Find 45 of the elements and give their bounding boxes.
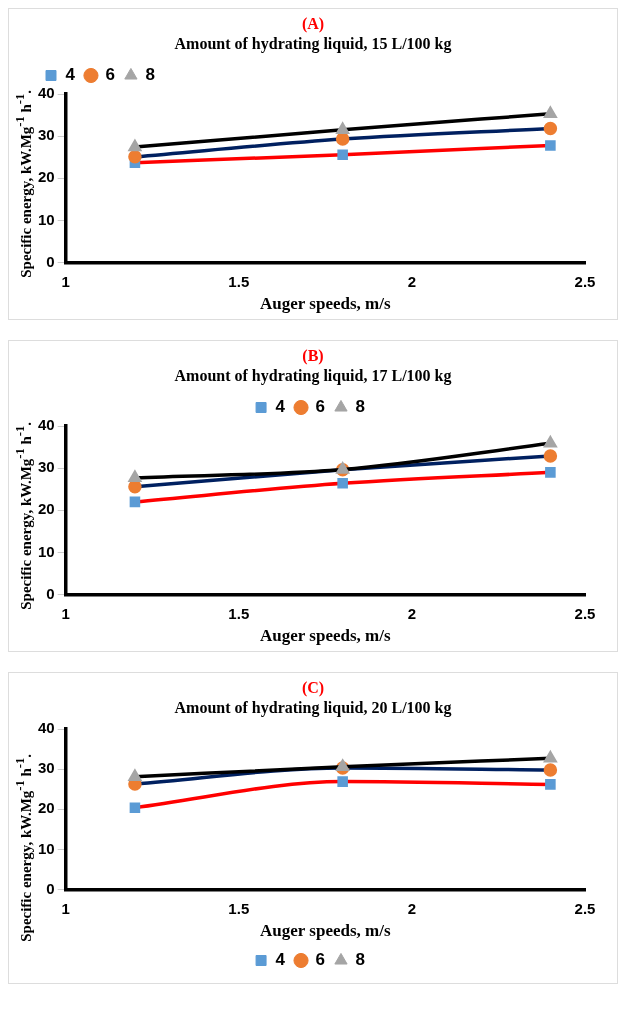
x-tick-label: 1	[61, 272, 70, 290]
x-axis-title: Auger speeds, m/s	[260, 921, 391, 941]
y-tick-label: 10	[38, 839, 55, 857]
legend-label: 6	[315, 950, 325, 970]
x-tick-label: 2	[407, 604, 417, 622]
y-tick-label: 30	[38, 759, 55, 777]
chart-title: (C)	[300, 679, 326, 697]
legend-label: 8	[355, 950, 365, 970]
y-tick-label: 30	[38, 458, 55, 476]
x-tick-label: 2	[407, 899, 417, 917]
legend-label: 4	[275, 397, 286, 417]
y-tick-label: 0	[46, 584, 55, 602]
chart-subtitle: Amount of hydrating liquid, 15 L/100 kg	[173, 35, 453, 53]
chart-subtitle: Amount of hydrating liquid, 17 L/100 kg	[173, 367, 453, 385]
y-tick-label: 40	[38, 416, 55, 434]
x-tick-label: 1.5	[228, 272, 250, 290]
y-tick-label: 40	[38, 719, 55, 737]
legend-label: 6	[315, 397, 325, 417]
x-tick-label: 1	[61, 899, 70, 917]
y-tick-label: 10	[38, 210, 55, 228]
y-tick-label: 0	[46, 252, 55, 270]
legend-label: 4	[65, 65, 76, 85]
x-tick-label: 2.5	[574, 272, 596, 290]
y-tick-label: 20	[38, 799, 55, 817]
legend-label: 6	[105, 65, 115, 85]
y-tick-label: 20	[38, 168, 55, 186]
y-tick-label: 30	[38, 126, 55, 144]
chart-title: (A)	[300, 15, 326, 33]
chart-subtitle: Amount of hydrating liquid, 20 L/100 kg	[173, 699, 453, 717]
x-tick-label: 2.5	[574, 604, 596, 622]
x-axis-title: Auger speeds, m/s	[260, 294, 391, 314]
x-tick-label: 2	[407, 272, 417, 290]
y-tick-label: 0	[46, 879, 55, 897]
legend-label: 8	[145, 65, 155, 85]
x-tick-label: 1.5	[228, 604, 250, 622]
y-tick-label: 40	[38, 84, 55, 102]
x-tick-label: 2.5	[574, 899, 596, 917]
x-axis-title: Auger speeds, m/s	[260, 626, 391, 646]
x-tick-label: 1	[61, 604, 70, 622]
y-tick-label: 10	[38, 542, 55, 560]
legend-label: 4	[275, 950, 286, 970]
legend-label: 8	[355, 397, 365, 417]
x-tick-label: 1.5	[228, 899, 250, 917]
chart-title: (B)	[301, 347, 325, 365]
y-tick-label: 20	[38, 500, 55, 518]
